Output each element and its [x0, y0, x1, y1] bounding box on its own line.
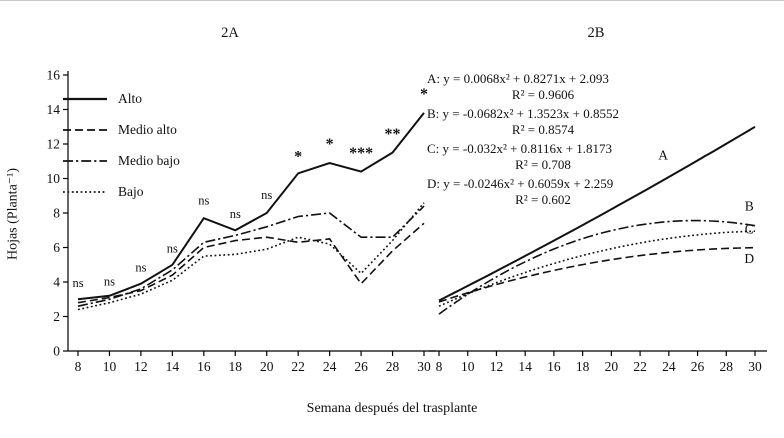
x-tick-label: 26	[354, 359, 368, 374]
y-tick-label: 12	[47, 137, 61, 152]
x-tick-label: 22	[291, 359, 305, 374]
series-line-medio-bajo	[77, 205, 425, 307]
x-tick-label: 10	[461, 359, 475, 374]
x-axis-label: Semana después del trasplante	[306, 401, 478, 416]
x-tick-label: 28	[386, 359, 400, 374]
x-tick-label: 20	[260, 359, 274, 374]
legend-item-alto: Alto	[62, 83, 180, 114]
series-line-b	[438, 219, 756, 315]
x-tick-label: 30	[748, 359, 762, 374]
series-line-d	[438, 246, 756, 303]
equation-text: A: y = 0.0068x² + 0.8271x + 2.093	[427, 71, 609, 86]
annotation-C: C	[745, 222, 754, 237]
annotation-B: B	[745, 198, 754, 213]
x-tick-label: 14	[166, 359, 180, 374]
annotation-ns: ns	[104, 274, 115, 288]
annotation-star: *	[326, 136, 334, 153]
panel-title-2a: 2A	[221, 25, 239, 41]
y-tick-label: 8	[53, 206, 60, 221]
r-squared-text: R² = 0.8574	[511, 122, 575, 137]
x-tick-label: 24	[662, 359, 676, 374]
x-tick-label: 22	[633, 359, 647, 374]
y-tick-label: 16	[47, 68, 61, 83]
equation-text: B: y = -0.0682x² + 1.3523x + 0.8552	[427, 106, 620, 121]
annotation-star: *	[294, 148, 302, 165]
legend-item-medio-bajo: Medio bajo	[62, 145, 180, 176]
x-tick-label: 14	[518, 359, 532, 374]
series-line-a	[438, 125, 756, 302]
equation-group-d: D: y = -0.0246x² + 0.6059x + 2.259 R² = 0…	[427, 176, 727, 208]
x-tick-label: 24	[323, 359, 337, 374]
annotation-A: A	[658, 148, 668, 163]
annotation-ns: ns	[135, 261, 146, 275]
annotation-starstarstar: ***	[349, 145, 373, 162]
x-tick-label: 16	[547, 359, 561, 374]
legend: Alto Medio alto Medio bajo Bajo	[62, 83, 180, 207]
legend-item-medio-alto: Medio alto	[62, 114, 180, 145]
annotation-ns: ns	[72, 276, 83, 290]
x-tick-label: 12	[490, 359, 504, 374]
y-tick-label: 10	[47, 171, 61, 186]
panel-2b-plot: 8 10 12 14 16 18 20 22 24 26 28 30 A BCD	[429, 125, 767, 374]
x-tick-label: 8	[436, 359, 443, 374]
equation-text: D: y = -0.0246x² + 0.6059x + 2.259	[427, 176, 614, 191]
annotation-ns: ns	[198, 193, 209, 207]
annotation-D: D	[744, 251, 754, 266]
x-tick-label: 18	[229, 359, 243, 374]
panel-title-2b: 2B	[587, 25, 605, 41]
y-tick-label: 4	[53, 275, 60, 290]
legend-line-sample	[63, 159, 107, 162]
y-tick-label: 0	[53, 344, 60, 359]
legend-label: Medio bajo	[118, 152, 180, 168]
legend-line-sample	[63, 128, 107, 131]
y-tick-label: 6	[53, 240, 60, 255]
x-tick-label: 28	[720, 359, 734, 374]
r-squared-text: R² = 0.708	[515, 157, 571, 172]
annotation-ns: ns	[230, 207, 241, 221]
series-line-c	[438, 230, 756, 307]
r-squared-text: R² = 0.602	[515, 192, 571, 207]
r-squared-text: R² = 0.9606	[511, 87, 575, 102]
annotation-star: *	[420, 86, 428, 103]
x-tick-label: 10	[103, 359, 117, 374]
series-line-bajo	[77, 202, 425, 311]
series-line-alto	[77, 112, 425, 301]
x-tick-label: 8	[75, 359, 82, 374]
equation-group-a: A: y = 0.0068x² + 0.8271x + 2.093 R² = 0.…	[427, 71, 727, 103]
legend-label: Medio alto	[118, 121, 177, 137]
equation-group-c: C: y = -0.032x² + 0.8116x + 1.8173 R² = 0…	[427, 141, 727, 173]
series-line-medio-alto	[77, 222, 425, 304]
x-tick-label: 20	[605, 359, 619, 374]
annotation-ns: ns	[261, 188, 272, 202]
legend-line-sample	[63, 97, 107, 100]
equations-block: A: y = 0.0068x² + 0.8271x + 2.093 R² = 0.…	[427, 71, 727, 211]
legend-label: Alto	[118, 90, 143, 106]
x-tick-label: 16	[197, 359, 211, 374]
legend-item-bajo: Bajo	[62, 176, 180, 207]
annotation-starstar: **	[385, 126, 401, 143]
equation-text: C: y = -0.032x² + 0.8116x + 1.8173	[427, 141, 613, 156]
x-tick-label: 12	[134, 359, 148, 374]
y-tick-label: 14	[47, 102, 61, 117]
legend-label: Bajo	[118, 183, 144, 199]
x-tick-label: 30	[417, 359, 431, 374]
annotation-ns: ns	[167, 242, 178, 256]
x-tick-label: 26	[691, 359, 705, 374]
legend-line-sample	[63, 190, 107, 193]
equation-group-b: B: y = -0.0682x² + 1.3523x + 0.8552 R² = …	[427, 106, 727, 138]
y-tick-label: 2	[53, 309, 60, 324]
x-tick-label: 18	[576, 359, 590, 374]
y-axis-label: Hojas (Planta⁻¹)	[5, 167, 21, 261]
